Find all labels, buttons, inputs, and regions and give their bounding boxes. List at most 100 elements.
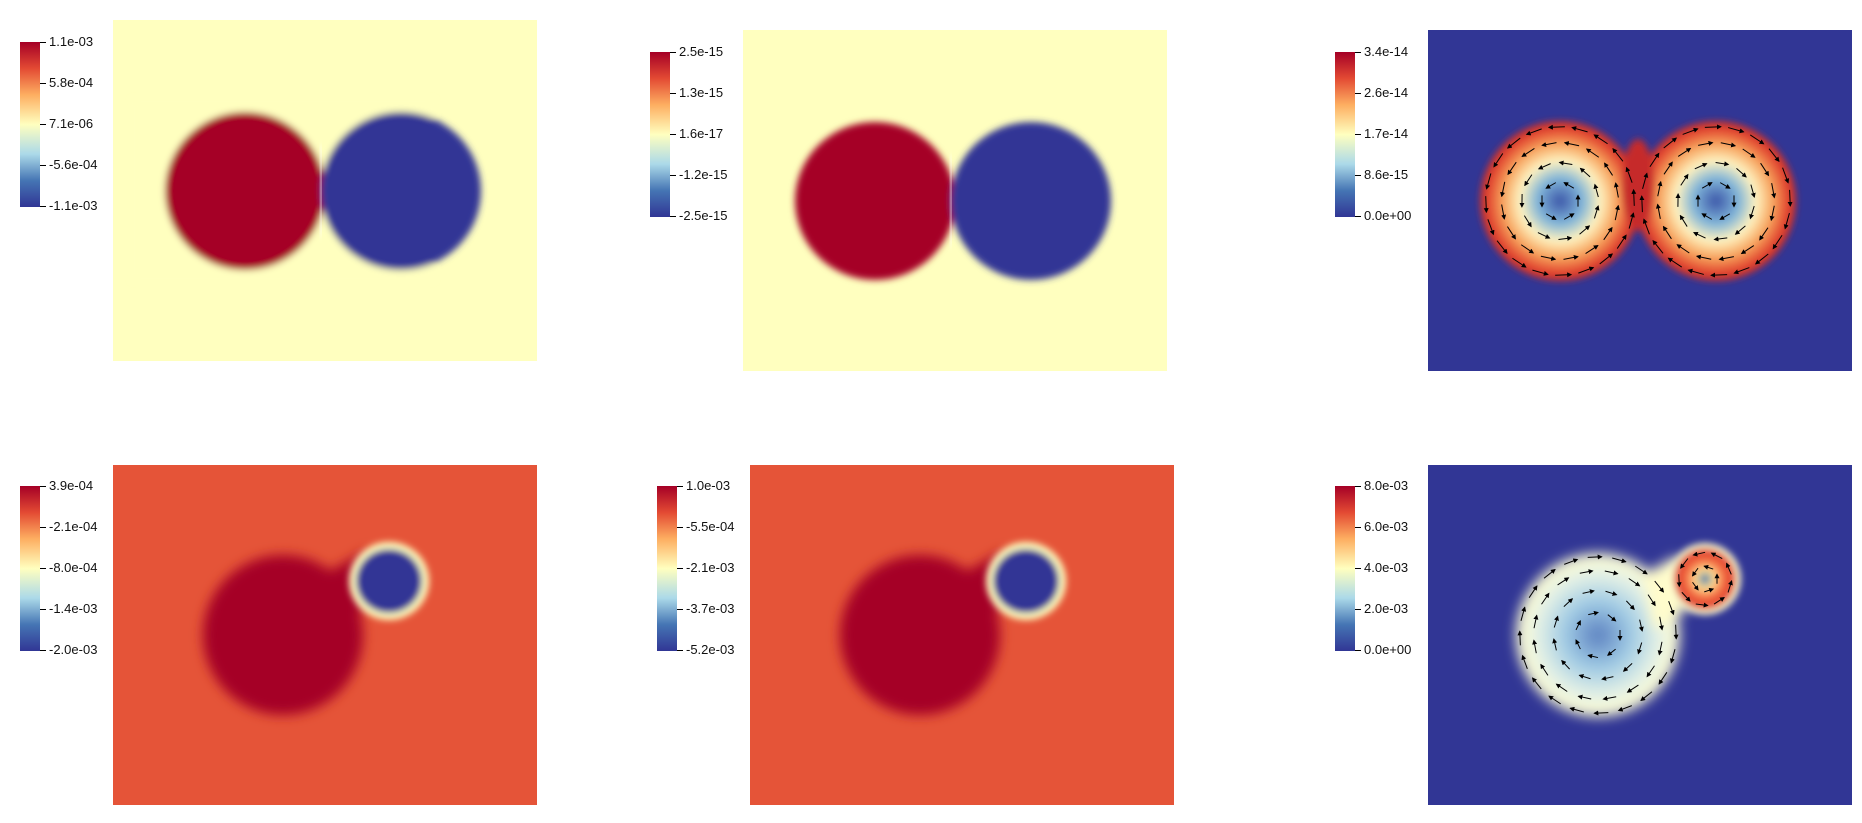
velocity-arrow (1626, 684, 1639, 693)
velocity-arrow (1679, 214, 1688, 227)
velocity-arrow (1563, 182, 1575, 189)
velocity-arrow (1563, 141, 1580, 147)
velocity-arrow (1532, 269, 1549, 276)
velocity-arrow (1703, 564, 1714, 570)
colorbar-label: 8.0e-03 (1364, 478, 1409, 493)
velocity-arrow (1507, 161, 1517, 176)
velocity-arrow (1642, 218, 1650, 235)
velocity-arrow (1704, 587, 1715, 593)
velocity-arrow (1652, 239, 1664, 254)
velocity-arrow (1713, 597, 1725, 605)
colorbar-label: -2.0e-03 (49, 642, 98, 657)
velocity-arrow (1612, 557, 1627, 564)
velocity-arrow (1701, 213, 1713, 220)
velocity-arrow (1662, 225, 1672, 240)
colorbar-label: 1.7e-14 (1364, 126, 1409, 141)
velocity-arrow (1506, 137, 1521, 149)
velocity-arrow (1669, 649, 1676, 664)
velocity-arrow (1692, 551, 1706, 557)
velocity-arrow (1720, 142, 1737, 148)
velocity-arrow (1631, 188, 1637, 206)
velocity-arrow (1563, 213, 1575, 220)
velocity-arrow (1524, 174, 1533, 187)
velocity-arrow (1593, 183, 1599, 198)
velocity-arrow (1783, 213, 1790, 230)
velocity-arrow (1617, 705, 1632, 712)
velocity-arrow (1521, 148, 1535, 157)
velocity-arrow (1523, 215, 1532, 228)
velocity-arrow (1719, 213, 1731, 220)
colorbar-label: -5.6e-04 (49, 157, 98, 172)
velocity-arrow (1543, 568, 1556, 579)
colorbar-label: 8.6e-15 (1364, 167, 1409, 182)
velocity-arrow (1710, 552, 1723, 560)
field-plot-panel-6 (1428, 465, 1852, 805)
velocity-arrow (1493, 153, 1504, 168)
velocity-arrow (1713, 236, 1728, 242)
velocity-arrow (1657, 180, 1663, 197)
velocity-arrow (1695, 254, 1712, 260)
field-plot-panel-3 (1428, 30, 1852, 371)
colorbar-gradient (20, 42, 40, 207)
velocity-arrow (1668, 601, 1675, 616)
velocity-arrow (1728, 127, 1745, 134)
colorbar-label: -5.2e-03 (686, 642, 735, 657)
velocity-arrow (1528, 585, 1538, 598)
colorbar-label: -2.5e-15 (679, 208, 728, 223)
velocity-arrow (1604, 162, 1613, 176)
colorbar-label: 0.0e+00 (1364, 642, 1412, 657)
velocity-arrow (1647, 594, 1656, 607)
velocity-arrow (1676, 574, 1682, 588)
velocity-arrow (1787, 189, 1793, 207)
velocity-arrow (1649, 152, 1660, 168)
colorbar-label: 6.0e-03 (1364, 519, 1409, 534)
velocity-arrow (1532, 639, 1538, 654)
velocity-arrow (1593, 134, 1608, 145)
velocity-arrow (1579, 225, 1591, 235)
velocity-arrow (1578, 266, 1595, 274)
velocity-arrow (1601, 675, 1614, 681)
velocity-arrow (1734, 225, 1746, 235)
velocity-arrow (1485, 173, 1492, 190)
colorbar-label: 5.8e-04 (49, 75, 94, 90)
velocity-arrow (1614, 204, 1620, 221)
velocity-arrow (1772, 234, 1783, 250)
velocity-arrow (1639, 195, 1645, 213)
velocity-arrow (1692, 581, 1699, 591)
velocity-arrow (1616, 234, 1627, 249)
velocity-arrow (1501, 204, 1507, 220)
velocity-arrow (1638, 619, 1644, 632)
velocity-arrows (1517, 551, 1733, 716)
colorbar-label: -2.1e-04 (49, 519, 98, 534)
velocity-arrow (1500, 181, 1506, 198)
velocity-arrow (1520, 244, 1535, 254)
velocity-arrow (1540, 663, 1549, 676)
velocity-arrow (1749, 134, 1765, 145)
velocity-arrow (1673, 624, 1679, 640)
velocity-arrow (1558, 235, 1573, 241)
velocity-arrow (1628, 578, 1641, 587)
velocity-arrow (1719, 182, 1731, 189)
colorbar-gradient (1335, 486, 1355, 651)
colorbar-label: 2.0e-03 (1364, 601, 1409, 616)
velocity-arrow (1555, 683, 1568, 692)
velocity-arrow (1537, 163, 1551, 170)
velocity-arrow (1760, 162, 1770, 177)
velocity-arrow (1782, 167, 1790, 184)
field-plot-panel-1 (113, 20, 537, 361)
velocity-arrow (1768, 148, 1780, 163)
velocity-arrow (1507, 226, 1516, 240)
velocity-arrow (1547, 124, 1565, 130)
velocity-arrow (1625, 166, 1633, 183)
colorbar-label: 1.3e-15 (679, 85, 724, 100)
velocity-arrow (1750, 184, 1756, 198)
velocity-arrow (1694, 162, 1708, 170)
colorbar-gradient (1335, 52, 1355, 217)
velocity-arrow (1658, 672, 1668, 685)
velocity-arrow (1727, 579, 1733, 593)
velocity-arrow (1663, 161, 1673, 175)
velocity-arrow (1698, 140, 1714, 146)
velocity-arrow (1704, 124, 1722, 130)
velocity-arrow (1740, 245, 1755, 255)
velocity-arrow (1612, 147, 1624, 162)
